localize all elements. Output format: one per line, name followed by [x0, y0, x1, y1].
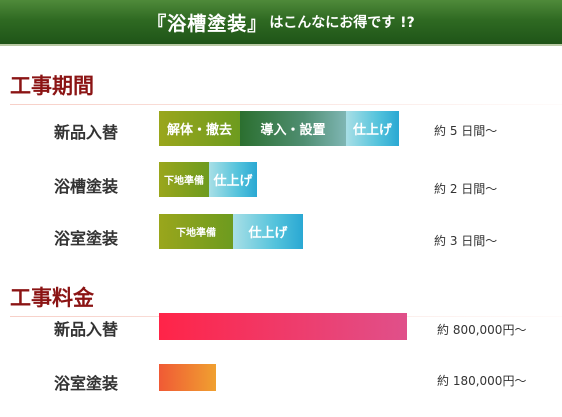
banner-suffix: はこんなにお得です !? [269, 15, 415, 31]
segment-label: 仕上げ [248, 226, 288, 241]
schedule-row-label: 浴槽塗装 [54, 177, 119, 196]
cost-value-label: 約 800,000円〜 [437, 323, 527, 337]
schedule-segment: 仕上げ [209, 162, 257, 197]
banner-title: 『浴槽塗装』 [147, 12, 268, 35]
segment-label: 下地準備 [164, 176, 204, 187]
schedule-duration-label: 約 2 日間〜 [434, 182, 498, 196]
schedule-duration-label: 約 3 日間〜 [434, 234, 498, 248]
schedule-row-label: 浴室塗装 [54, 229, 119, 248]
segment-label: 解体・撤去 [166, 123, 232, 138]
segment-label: 導入・設置 [260, 123, 326, 138]
cost-value-label: 約 180,000円〜 [437, 374, 527, 388]
cost-row-label: 新品入替 [54, 320, 119, 339]
schedule-segment: 下地準備 [159, 162, 209, 197]
schedule-segment: 仕上げ [233, 214, 303, 249]
schedule-segment: 導入・設置 [240, 111, 346, 146]
header-banner: 『浴槽塗装』 はこんなにお得です !? [0, 0, 562, 46]
segment-label: 下地準備 [176, 228, 216, 239]
cost-bar [159, 364, 216, 391]
schedule-duration-label: 約 5 日間〜 [434, 124, 498, 138]
schedule-section-title: 工事期間 [10, 70, 562, 105]
cost-section-title: 工事料金 [10, 282, 562, 317]
cost-bar [159, 313, 407, 340]
schedule-segment: 仕上げ [346, 111, 399, 146]
segment-label: 仕上げ [213, 174, 253, 189]
cost-row-label: 浴室塗装 [54, 374, 119, 393]
schedule-segment: 下地準備 [159, 214, 233, 249]
schedule-row-label: 新品入替 [54, 123, 119, 142]
schedule-segment: 解体・撤去 [159, 111, 240, 146]
segment-label: 仕上げ [352, 123, 392, 138]
